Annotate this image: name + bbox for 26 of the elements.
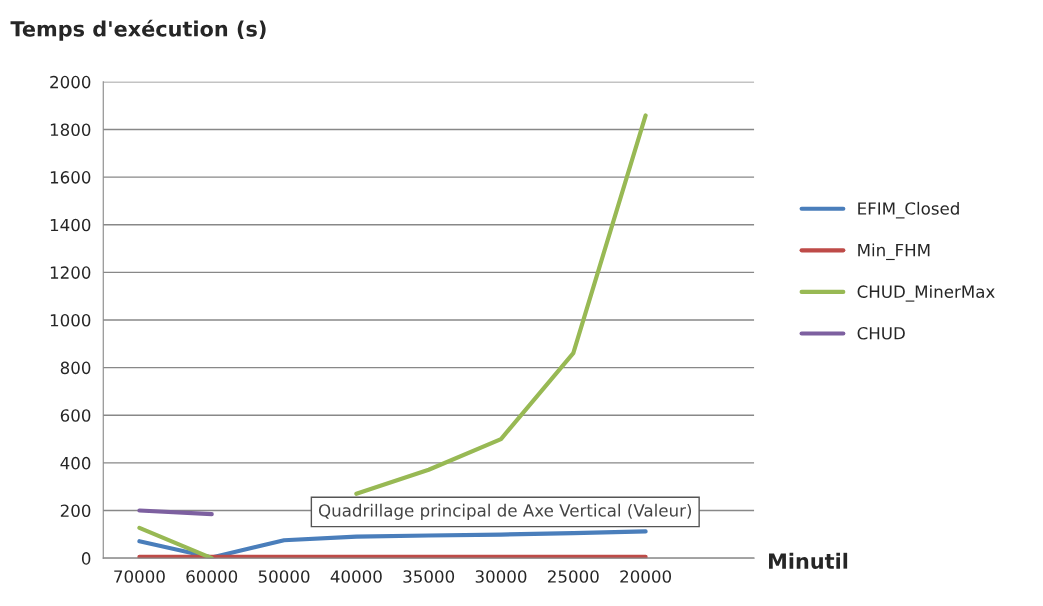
annotation: Quadrillage principal de Axe Vertical (Valeur) [318, 503, 692, 520]
legend-label: CHUD [857, 326, 905, 340]
y-tick-label: 0 [81, 552, 91, 565]
x-axis-title: Minutil [769, 552, 848, 569]
x-tick-label: 25000 [548, 570, 599, 583]
x-tick-label: 20000 [620, 570, 672, 583]
y-tick-label: 1200 [50, 266, 91, 279]
y-tick-label: 600 [60, 409, 91, 422]
legend-label: EFIM_Closed [858, 201, 959, 219]
legend-label: Min_FHM [858, 243, 930, 261]
y-tick-label: 1800 [50, 123, 91, 137]
x-tick-label: 30000 [475, 570, 527, 583]
x-tick-label: 35000 [403, 570, 455, 583]
y-tick-label: 1000 [50, 313, 91, 327]
y-tick-label: 1600 [50, 171, 91, 184]
x-tick-label: 40000 [330, 570, 382, 583]
y-tick-label: 800 [60, 361, 91, 375]
y-tick-label: 1400 [50, 218, 91, 232]
y-tick-label: 200 [60, 504, 91, 518]
y-axis-title: Temps d'exécution (s) [10, 19, 266, 41]
y-tick-label: 400 [60, 456, 91, 470]
x-tick-label: 60000 [186, 570, 238, 583]
x-tick-label: 70000 [114, 570, 165, 583]
x-tick-label: 50000 [258, 570, 310, 583]
legend-label: CHUD_MinerMax [857, 285, 995, 302]
y-tick-label: 2000 [50, 75, 91, 89]
